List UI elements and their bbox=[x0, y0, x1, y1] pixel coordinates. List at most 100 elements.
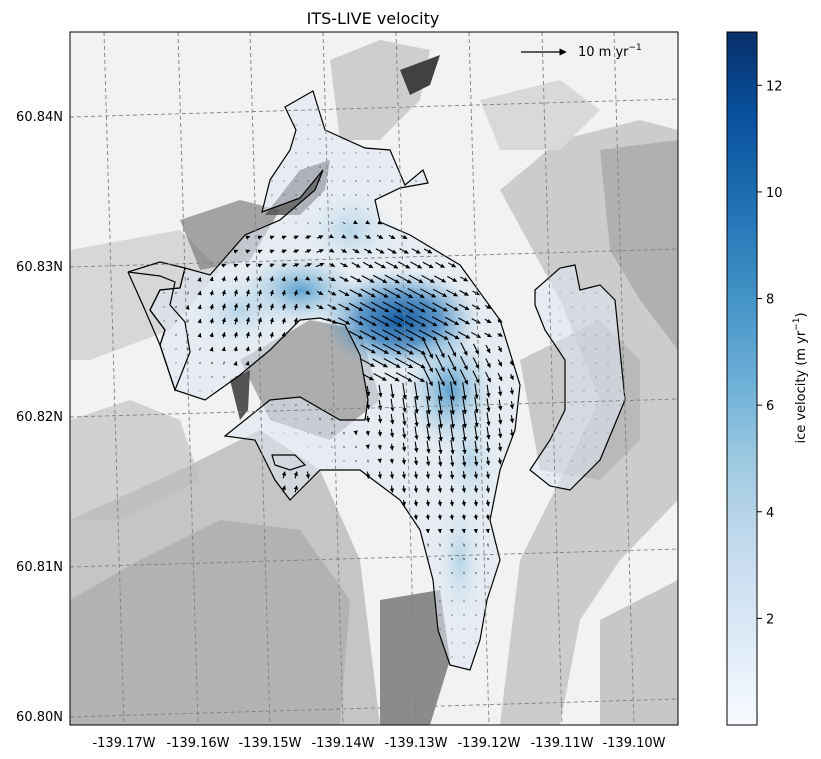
lon-label: -139.15W bbox=[238, 736, 301, 751]
velocity-arrow bbox=[393, 329, 415, 341]
velocity-arrow bbox=[435, 354, 445, 372]
velocity-arrow bbox=[447, 354, 457, 372]
velocity-arrow bbox=[307, 152, 309, 154]
velocity-arrow bbox=[343, 166, 345, 168]
velocity-arrow bbox=[437, 514, 442, 520]
graticule-meridian bbox=[613, 32, 635, 725]
velocity-arrow bbox=[283, 180, 285, 182]
velocity-arrow bbox=[447, 368, 457, 386]
velocity-arrow bbox=[484, 304, 492, 310]
velocity-arrow bbox=[391, 166, 393, 168]
velocity-arrow bbox=[271, 180, 273, 182]
velocity-arrow bbox=[329, 262, 336, 267]
velocity-arrow bbox=[245, 263, 251, 268]
velocity-arrow bbox=[472, 343, 480, 355]
velocity-arrow bbox=[257, 303, 263, 311]
lon-label: -139.10W bbox=[602, 736, 665, 751]
lon-label: -139.14W bbox=[311, 736, 374, 751]
velocity-arrow bbox=[338, 289, 350, 297]
velocity-arrow bbox=[406, 301, 426, 313]
velocity-arrow bbox=[410, 261, 423, 269]
velocity-arrow bbox=[509, 429, 515, 438]
velocity-arrow bbox=[295, 152, 297, 154]
velocity-arrow bbox=[187, 333, 189, 337]
velocity-arrow bbox=[233, 361, 238, 366]
velocity-arrow bbox=[444, 316, 460, 326]
velocity-arrow bbox=[437, 499, 443, 507]
velocity-arrow bbox=[420, 288, 437, 298]
velocity-arrow bbox=[390, 398, 395, 412]
velocity-arrow bbox=[422, 353, 434, 373]
velocity-arrow bbox=[269, 276, 274, 282]
velocity-arrow bbox=[485, 358, 491, 368]
velocity-arrow bbox=[315, 262, 325, 268]
velocity-arrow bbox=[377, 220, 383, 225]
velocity-arrow bbox=[509, 373, 514, 381]
velocity-arrow bbox=[281, 471, 287, 479]
velocity-arrow bbox=[485, 344, 491, 354]
velocity-arrow bbox=[319, 124, 321, 126]
velocity-arrow bbox=[281, 263, 287, 268]
velocity-arrow bbox=[402, 412, 407, 426]
velocity-arrow bbox=[319, 194, 321, 196]
velocity-arrow bbox=[414, 396, 419, 414]
velocity-arrow bbox=[438, 409, 443, 429]
velocity-arrow bbox=[293, 485, 299, 493]
velocity-arrow bbox=[327, 318, 337, 324]
velocity-arrow bbox=[221, 276, 226, 282]
velocity-arrow bbox=[233, 346, 238, 352]
velocity-arrow bbox=[295, 208, 297, 210]
velocity-arrow bbox=[293, 471, 299, 479]
velocity-arrow bbox=[293, 249, 300, 254]
velocity-arrow bbox=[401, 457, 407, 465]
velocity-arrow bbox=[269, 331, 274, 338]
velocity-arrow bbox=[233, 249, 239, 254]
velocity-arrow bbox=[307, 180, 309, 182]
velocity-arrow bbox=[209, 290, 214, 296]
velocity-arrow bbox=[293, 235, 299, 240]
velocity-arrow bbox=[383, 287, 401, 299]
velocity-arrow bbox=[343, 180, 345, 182]
velocity-arrow bbox=[233, 275, 238, 282]
velocity-arrow bbox=[379, 166, 381, 168]
velocity-arrow bbox=[187, 319, 189, 323]
velocity-arrow bbox=[390, 383, 395, 399]
velocity-arrow bbox=[329, 248, 335, 253]
velocity-arrow bbox=[361, 358, 375, 368]
velocity-arrow bbox=[304, 263, 312, 268]
velocity-arrow bbox=[414, 411, 419, 427]
velocity-arrow bbox=[422, 339, 434, 359]
velocity-arrow bbox=[293, 303, 298, 311]
velocity-arrow bbox=[377, 429, 383, 437]
velocity-arrow bbox=[486, 398, 491, 413]
graticule-parallel bbox=[70, 698, 678, 718]
velocity-arrow bbox=[305, 276, 311, 281]
velocity-arrow bbox=[449, 471, 455, 480]
lat-label: 60.84N bbox=[16, 110, 63, 125]
velocity-arrow bbox=[307, 124, 309, 126]
velocity-arrow bbox=[330, 222, 334, 224]
velocity-arrow bbox=[331, 180, 333, 182]
velocity-arrow bbox=[485, 499, 491, 507]
velocity-arrow bbox=[418, 315, 438, 327]
velocity-arrow bbox=[445, 303, 459, 311]
velocity-arrow bbox=[397, 261, 411, 269]
velocity-arrow bbox=[462, 440, 467, 455]
velocity-arrow bbox=[365, 220, 371, 225]
velocity-arrow bbox=[423, 248, 433, 254]
velocity-arrow bbox=[413, 499, 419, 507]
velocity-arrow bbox=[413, 456, 419, 466]
velocity-arrow bbox=[408, 274, 424, 284]
velocity-arrow bbox=[484, 371, 492, 383]
velocity-arrow bbox=[381, 315, 403, 327]
velocity-arrow bbox=[413, 514, 418, 520]
velocity-arrow bbox=[340, 262, 348, 268]
velocity-arrow bbox=[474, 383, 479, 400]
velocity-arrow bbox=[221, 303, 226, 311]
velocity-arrow bbox=[471, 318, 481, 324]
velocity-arrow bbox=[305, 290, 311, 295]
velocity-arrow bbox=[382, 301, 402, 313]
velocity-arrow bbox=[497, 332, 503, 337]
velocity-arrow bbox=[245, 289, 250, 297]
